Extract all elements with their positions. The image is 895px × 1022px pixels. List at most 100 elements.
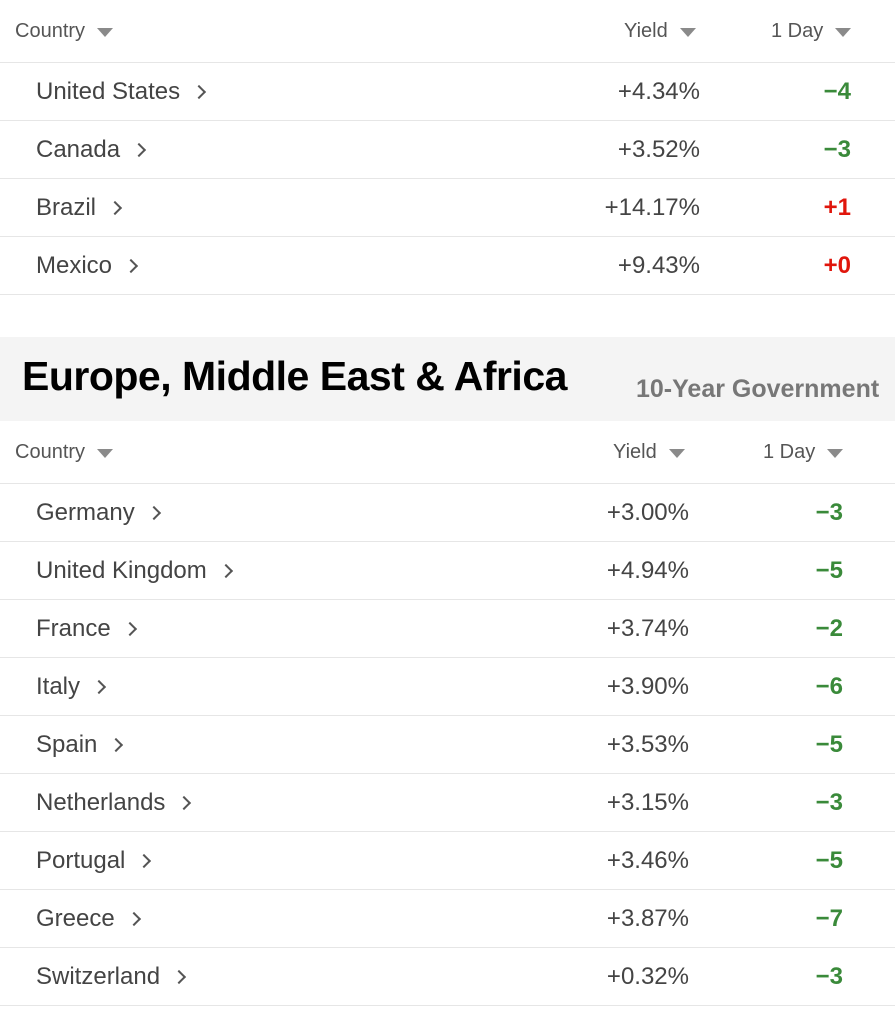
yield-value: +3.52% <box>617 135 700 163</box>
country-link[interactable]: France <box>36 600 137 657</box>
chevron-right-icon <box>132 142 147 158</box>
yield-value: +4.34% <box>617 77 700 105</box>
country-link[interactable]: Italy <box>36 658 107 715</box>
chevron-right-icon <box>109 737 124 753</box>
day-change-value: −3 <box>823 135 851 163</box>
chevron-right-icon <box>171 969 187 985</box>
table-row[interactable]: Canada +3.52% −3 <box>0 121 895 179</box>
table-row[interactable]: United Kingdom +4.94% −5 <box>0 542 895 600</box>
country-name: Netherlands <box>36 788 166 816</box>
caret-down-icon <box>835 27 852 37</box>
chevron-right-icon <box>137 853 152 869</box>
yield-value: +4.94% <box>606 556 689 584</box>
table-row[interactable]: Spain +3.53% −5 <box>0 716 895 774</box>
country-link[interactable]: Germany <box>36 484 161 541</box>
region-title: Europe, Middle East & Africa <box>22 353 567 399</box>
sort-yield-header[interactable]: Yield <box>624 0 696 62</box>
country-name: Italy <box>36 672 81 700</box>
day-change-value: +1 <box>823 193 851 221</box>
day-change-value: −5 <box>815 730 843 758</box>
caret-down-icon <box>679 27 696 37</box>
country-name: United Kingdom <box>36 556 207 584</box>
day-change-value: −6 <box>815 672 843 700</box>
region-header: Europe, Middle East & Africa 10-Year Gov… <box>0 337 895 421</box>
day-change-value: −7 <box>815 904 843 932</box>
table-row[interactable]: Netherlands +3.15% −3 <box>0 774 895 832</box>
caret-down-icon <box>668 448 685 458</box>
table-header: Country Yield 1 Day <box>0 421 895 484</box>
table-row[interactable]: United States +4.34% −4 <box>0 63 895 121</box>
country-link[interactable]: Spain <box>36 716 124 773</box>
country-name: Switzerland <box>36 962 161 990</box>
chevron-right-icon <box>122 621 137 637</box>
yield-value: +3.00% <box>606 498 689 526</box>
table-row[interactable]: Italy +3.90% −6 <box>0 658 895 716</box>
emea-table: Country Yield 1 Day Germany +3.00% −3 Unite… <box>0 421 895 1006</box>
country-link[interactable]: Portugal <box>36 832 152 889</box>
day-change-value: −3 <box>815 962 843 990</box>
country-link[interactable]: United States <box>36 63 207 120</box>
sort-country-header[interactable]: Country <box>15 0 114 62</box>
chevron-right-icon <box>91 679 107 695</box>
sort-yield-header[interactable]: Yield <box>613 421 685 483</box>
header-label: Country <box>15 440 86 463</box>
yield-value: +14.17% <box>604 193 700 221</box>
country-link[interactable]: Brazil <box>36 179 123 236</box>
day-change-value: −5 <box>815 846 843 874</box>
table-row[interactable]: France +3.74% −2 <box>0 600 895 658</box>
country-name: France <box>36 614 111 642</box>
table-row[interactable]: Portugal +3.46% −5 <box>0 832 895 890</box>
chevron-right-icon <box>218 563 233 579</box>
header-label: Yield <box>613 440 657 463</box>
table-header: Country Yield 1 Day <box>0 0 895 63</box>
country-name: Canada <box>36 135 121 163</box>
chevron-right-icon <box>146 505 161 521</box>
yield-value: +3.15% <box>606 788 689 816</box>
chevron-right-icon <box>177 795 192 811</box>
region-subtitle: 10-Year Government <box>636 375 880 403</box>
country-name: Portugal <box>36 846 126 874</box>
table-body: Germany +3.00% −3 United Kingdom +4.94% −5 Fra… <box>0 484 895 1006</box>
chevron-right-icon <box>107 200 123 216</box>
table-row[interactable]: Germany +3.00% −3 <box>0 484 895 542</box>
table-row[interactable]: Brazil +14.17% +1 <box>0 179 895 237</box>
table-row[interactable]: Mexico +9.43% +0 <box>0 237 895 295</box>
country-name: Spain <box>36 730 98 758</box>
header-label: Country <box>15 19 86 42</box>
sort-day-header[interactable]: 1 Day <box>771 0 852 62</box>
sort-day-header[interactable]: 1 Day <box>763 421 844 483</box>
country-link[interactable]: United Kingdom <box>36 542 233 599</box>
yield-value: +3.87% <box>606 904 689 932</box>
americas-table: Country Yield 1 Day United States +4.34% −… <box>0 0 895 295</box>
sort-country-header[interactable]: Country <box>15 421 114 483</box>
country-link[interactable]: Netherlands <box>36 774 192 831</box>
day-change-value: −5 <box>815 556 843 584</box>
header-label: 1 Day <box>763 440 816 463</box>
header-label: 1 Day <box>771 19 824 42</box>
country-name: Greece <box>36 904 115 932</box>
country-link[interactable]: Mexico <box>36 237 139 294</box>
country-name: Germany <box>36 498 135 526</box>
caret-down-icon <box>97 448 114 458</box>
yield-value: +3.90% <box>606 672 689 700</box>
country-link[interactable]: Switzerland <box>36 948 187 1005</box>
header-label: Yield <box>624 19 668 42</box>
table-body: United States +4.34% −4 Canada +3.52% −3 Brazi… <box>0 63 895 295</box>
caret-down-icon <box>97 27 114 37</box>
chevron-right-icon <box>126 911 141 927</box>
day-change-value: −3 <box>815 788 843 816</box>
table-row[interactable]: Switzerland +0.32% −3 <box>0 948 895 1006</box>
caret-down-icon <box>827 448 844 458</box>
country-name: Brazil <box>36 193 97 221</box>
yield-value: +0.32% <box>606 962 689 990</box>
chevron-right-icon <box>123 258 139 274</box>
table-row[interactable]: Greece +3.87% −7 <box>0 890 895 948</box>
country-name: United States <box>36 77 181 105</box>
country-link[interactable]: Greece <box>36 890 141 947</box>
country-link[interactable]: Canada <box>36 121 147 178</box>
yield-value: +3.74% <box>606 614 689 642</box>
day-change-value: −2 <box>815 614 843 642</box>
country-name: Mexico <box>36 251 113 279</box>
chevron-right-icon <box>192 84 207 100</box>
day-change-value: +0 <box>823 251 851 279</box>
